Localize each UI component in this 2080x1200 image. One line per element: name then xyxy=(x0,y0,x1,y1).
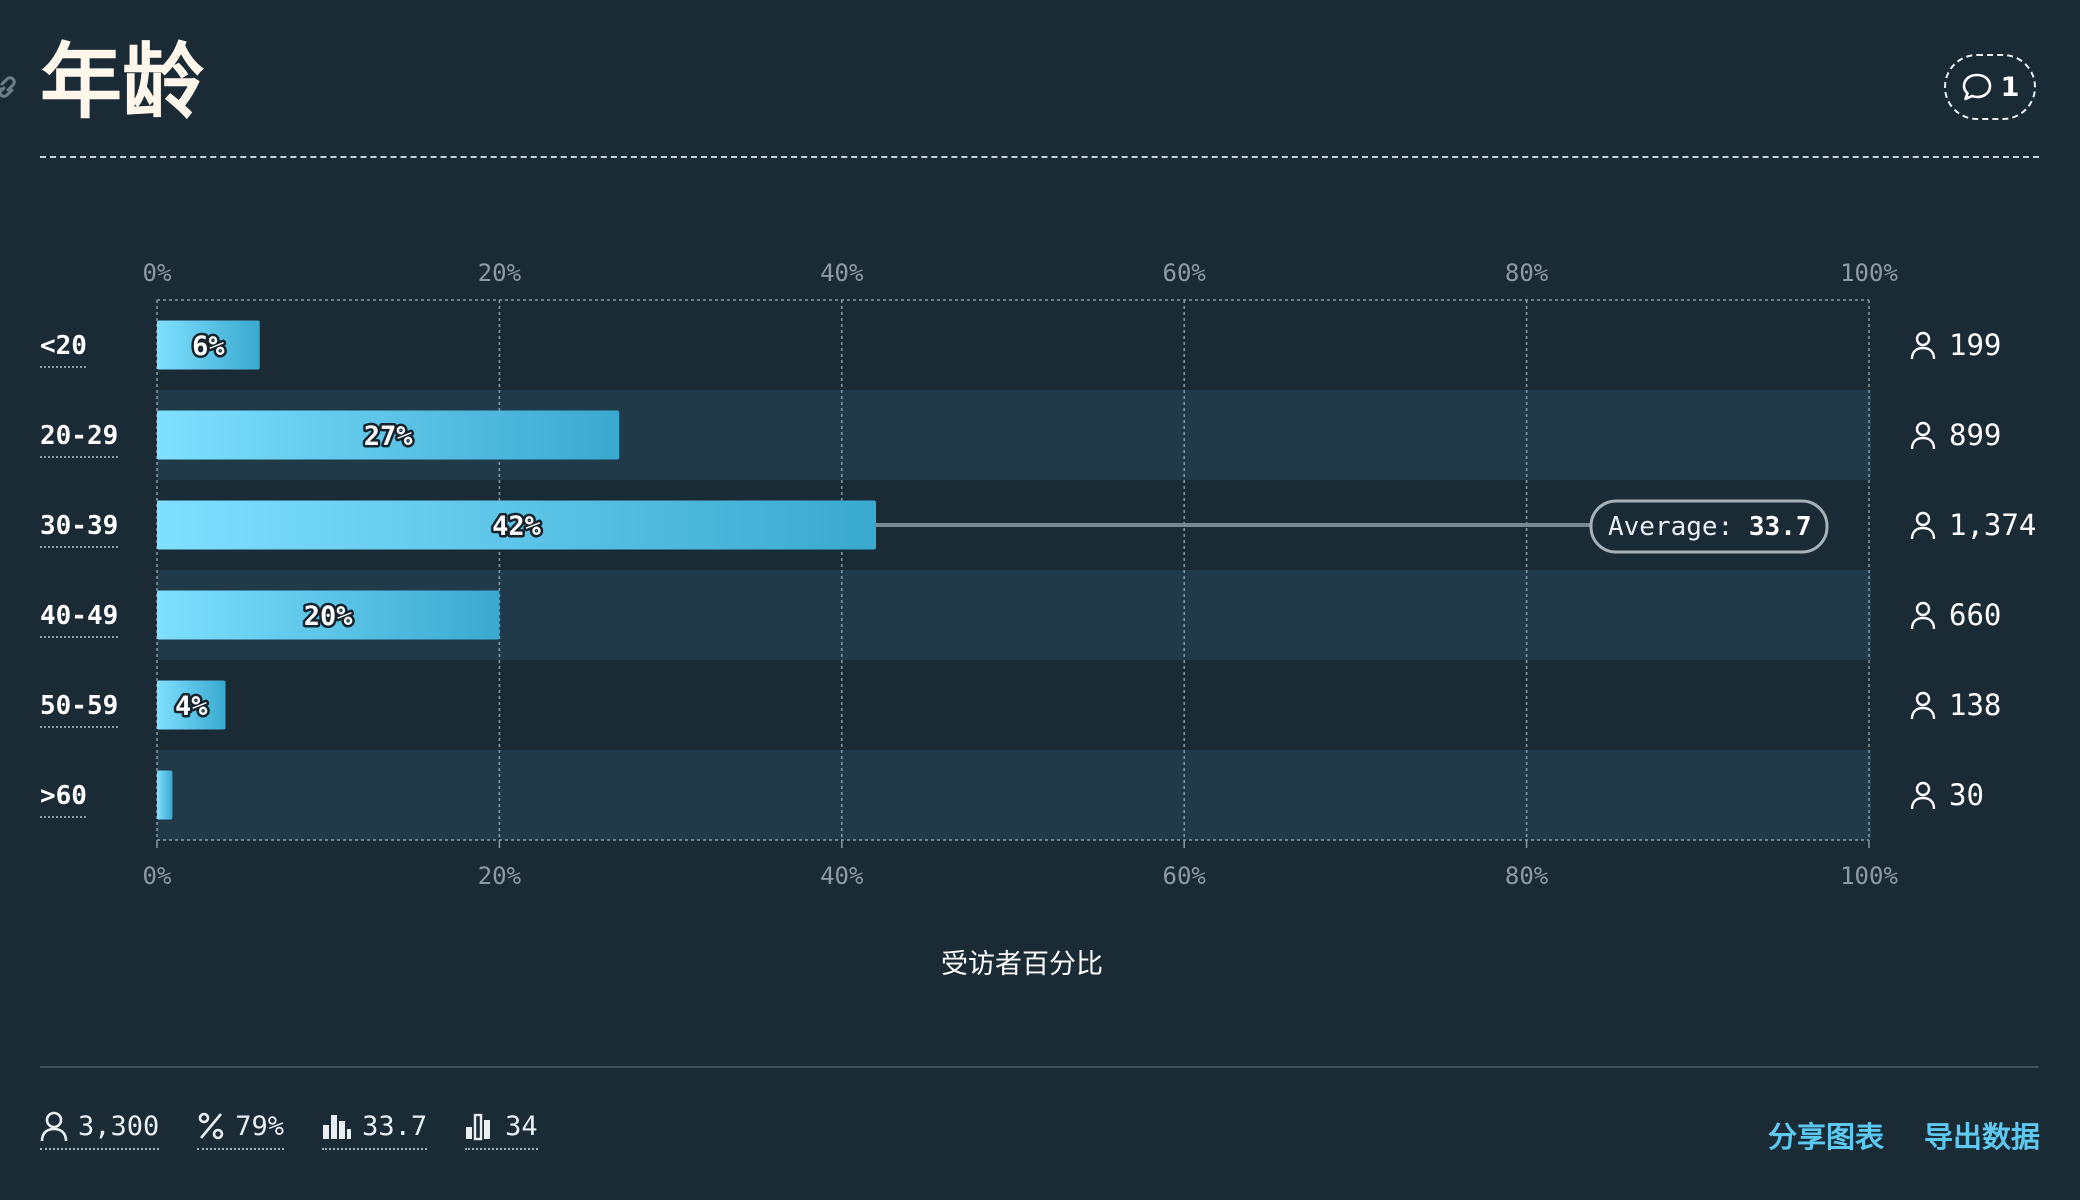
category-label: 40-49 xyxy=(40,601,118,631)
respondent-count: 660 xyxy=(1949,598,2001,632)
x-tick-label-bottom: 0% xyxy=(143,862,172,890)
footer-divider xyxy=(40,1066,2039,1068)
respondent-count: 899 xyxy=(1949,418,2001,452)
average-label: Average: 33.7 xyxy=(1608,512,1812,542)
x-tick-label-top: 0% xyxy=(143,259,172,287)
x-tick-label-top: 60% xyxy=(1163,259,1207,287)
bar-chart-icon xyxy=(323,1115,352,1139)
stat-respondents-value: 3,300 xyxy=(78,1110,160,1142)
summary-stats: 3,300 79% 33.7 34 xyxy=(40,1110,538,1150)
respondent-count: 30 xyxy=(1949,778,1984,812)
average-badge xyxy=(1589,499,1829,554)
bar xyxy=(157,320,260,370)
category-label: >60 xyxy=(40,781,87,811)
category-label: 20-29 xyxy=(40,421,118,451)
x-tick-label-top: 80% xyxy=(1505,259,1549,287)
bar xyxy=(157,680,226,730)
x-tick-label-bottom: 20% xyxy=(478,862,522,890)
stat-median-value: 34 xyxy=(505,1110,538,1142)
stat-median[interactable]: 34 xyxy=(465,1110,538,1150)
chart-actions: 分享图表 导出数据 xyxy=(1768,1114,2040,1156)
respondent-count: 1,374 xyxy=(1949,508,2036,542)
row-band xyxy=(157,750,1871,840)
respondent-count: 199 xyxy=(1949,328,2001,362)
comment-button[interactable]: 1 xyxy=(1944,54,2036,120)
link-icon[interactable] xyxy=(0,72,22,102)
bar xyxy=(157,500,877,550)
respondent-count: 138 xyxy=(1949,688,2001,722)
person-icon xyxy=(1910,331,1936,360)
title-divider xyxy=(40,156,2039,158)
share-chart-link[interactable]: 分享图表 xyxy=(1767,1120,1884,1154)
bar-value-label: 20% xyxy=(304,601,354,632)
category-label: 50-59 xyxy=(40,691,118,721)
x-tick-label-top: 40% xyxy=(820,259,864,287)
person-icon xyxy=(1910,691,1936,720)
page-title: 年龄 xyxy=(40,35,205,130)
person-icon xyxy=(1910,781,1936,810)
speech-bubble-icon xyxy=(1962,73,1991,101)
stat-percent[interactable]: 79% xyxy=(197,1110,285,1150)
bar-value-label: 42% xyxy=(492,511,542,542)
bar-value-label: 27% xyxy=(364,421,414,452)
median-bar-icon xyxy=(466,1113,491,1141)
bar-value-label: 4% xyxy=(175,691,208,722)
export-data-link[interactable]: 导出数据 xyxy=(1923,1120,2040,1154)
stat-percent-value: 79% xyxy=(235,1110,285,1142)
x-tick-label-bottom: 100% xyxy=(1840,862,1898,890)
category-label: <20 xyxy=(40,331,87,361)
x-tick-label-bottom: 40% xyxy=(820,862,864,890)
bar xyxy=(157,410,620,460)
stat-average[interactable]: 33.7 xyxy=(322,1110,428,1150)
x-tick-label-bottom: 60% xyxy=(1163,862,1207,890)
x-axis-title: 受访者百分比 xyxy=(941,949,1103,980)
person-icon xyxy=(1910,511,1936,540)
bar xyxy=(157,590,500,640)
stat-average-value: 33.7 xyxy=(362,1110,428,1142)
percent-icon xyxy=(198,1112,224,1140)
x-tick-label-bottom: 80% xyxy=(1505,862,1549,890)
bar-value-label: 6% xyxy=(192,331,225,362)
x-tick-label-top: 100% xyxy=(1840,259,1898,287)
person-icon xyxy=(40,1111,68,1142)
person-icon xyxy=(1910,421,1936,450)
x-tick-label-top: 20% xyxy=(478,259,522,287)
average-value: 33.7 xyxy=(1749,512,1812,542)
bar xyxy=(157,770,173,820)
person-icon xyxy=(1910,601,1936,630)
age-bar-chart: Average: 33.7 6% 27% 42% 20% 4% 0% 20% 40% 60% 8… xyxy=(40,259,2036,980)
stat-respondents[interactable]: 3,300 xyxy=(40,1110,160,1150)
comment-count: 1 xyxy=(2000,71,2020,103)
category-label: 30-39 xyxy=(40,511,118,541)
average-label-text: Average: xyxy=(1608,512,1749,542)
